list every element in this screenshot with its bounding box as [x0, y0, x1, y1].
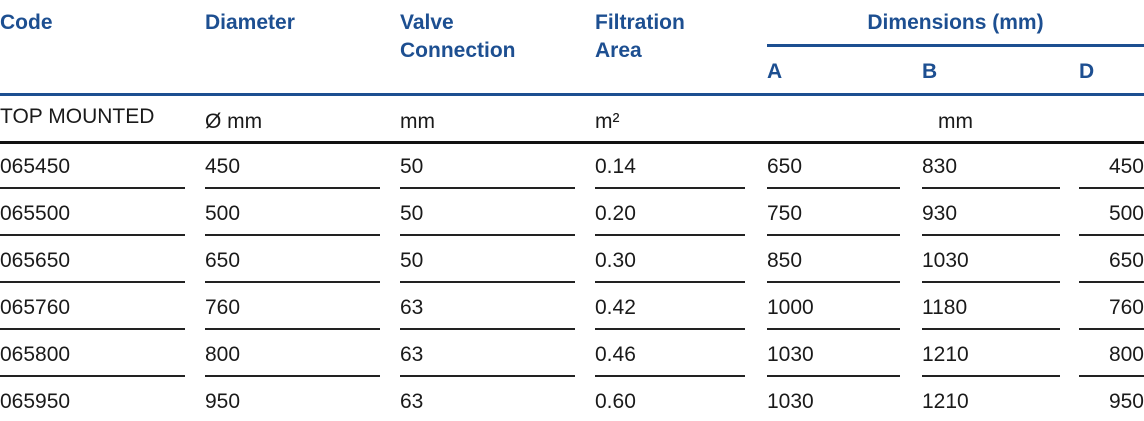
table-cell: 830 — [922, 155, 958, 178]
cell-rule — [767, 187, 900, 189]
cell-rule — [922, 234, 1060, 236]
table-cell: 1210 — [922, 390, 969, 413]
cell-rule — [922, 375, 1060, 377]
cell-rule — [0, 187, 185, 189]
table-cell: 450 — [1108, 155, 1144, 178]
cell-rule — [595, 328, 745, 330]
cell-rule — [595, 375, 745, 377]
table-cell: 750 — [767, 202, 803, 225]
table-cell: 63 — [400, 390, 424, 413]
unit-cell: Ø mm — [205, 110, 263, 133]
cell-rule — [595, 234, 745, 236]
dimensions-header: Dimensions (mm) — [867, 11, 1044, 34]
table-cell: 850 — [767, 249, 803, 272]
header-cell: Code — [0, 11, 53, 34]
table-cell: 930 — [922, 202, 958, 225]
cell-rule — [400, 234, 575, 236]
header-cell: B — [922, 60, 938, 83]
table-cell: 1000 — [767, 296, 814, 319]
table-cell: 650 — [1108, 249, 1144, 272]
table-cell: 950 — [1108, 390, 1144, 413]
cell-rule — [1079, 281, 1144, 283]
table-cell: 63 — [400, 296, 424, 319]
cell-rule — [400, 328, 575, 330]
table-cell: 0.20 — [595, 202, 636, 225]
table-cell: 650 — [767, 155, 803, 178]
cell-rule — [205, 187, 380, 189]
units-rule — [0, 141, 1144, 144]
table-cell: 0.60 — [595, 390, 636, 413]
table-cell: 800 — [1108, 343, 1144, 366]
cell-rule — [1079, 187, 1144, 189]
table-cell: 50 — [400, 202, 424, 225]
cell-rule — [0, 328, 185, 330]
cell-rule — [0, 281, 185, 283]
header-cell: Valve Connection — [400, 11, 516, 62]
table-cell: 0.46 — [595, 343, 636, 366]
table-cell: 065650 — [0, 249, 71, 272]
cell-rule — [205, 281, 380, 283]
table-cell: 0.42 — [595, 296, 636, 319]
unit-cell: TOP MOUNTED — [0, 105, 155, 128]
table-cell: 450 — [205, 155, 241, 178]
cell-rule — [1079, 328, 1144, 330]
cell-rule — [0, 375, 185, 377]
cell-rule — [595, 281, 745, 283]
cell-rule — [0, 234, 185, 236]
table-cell: 760 — [205, 296, 241, 319]
cell-rule — [767, 281, 900, 283]
table-cell: 065760 — [0, 296, 71, 319]
table-cell: 1210 — [922, 343, 969, 366]
header-rule — [0, 93, 1144, 96]
cell-rule — [922, 328, 1060, 330]
header-cell: Filtration Area — [595, 11, 685, 62]
table-cell: 500 — [205, 202, 241, 225]
table-cell: 1030 — [767, 343, 814, 366]
table-cell: 065950 — [0, 390, 71, 413]
table-cell: 500 — [1108, 202, 1144, 225]
table-cell: 950 — [205, 390, 241, 413]
table-cell: 0.30 — [595, 249, 636, 272]
table-cell: 63 — [400, 343, 424, 366]
header-cell: A — [767, 60, 783, 83]
cell-rule — [595, 187, 745, 189]
cell-rule — [922, 281, 1060, 283]
cell-rule — [922, 187, 1060, 189]
table-cell: 650 — [205, 249, 241, 272]
cell-rule — [400, 375, 575, 377]
header-cell: Diameter — [205, 11, 295, 34]
table-cell: 0.14 — [595, 155, 636, 178]
table-cell: 1180 — [922, 296, 968, 319]
cell-rule — [1079, 375, 1144, 377]
table-cell: 065450 — [0, 155, 71, 178]
cell-rule — [1079, 234, 1144, 236]
table-cell: 50 — [400, 249, 424, 272]
cell-rule — [400, 187, 575, 189]
table-cell: 800 — [205, 343, 241, 366]
table-cell: 50 — [400, 155, 424, 178]
cell-rule — [400, 281, 575, 283]
unit-cell: m² — [595, 110, 620, 133]
cell-rule — [767, 234, 900, 236]
table-cell: 760 — [1108, 296, 1144, 319]
unit-cell: mm — [400, 110, 435, 133]
table-cell: 065800 — [0, 343, 71, 366]
cell-rule — [205, 328, 380, 330]
dimensions-rule — [767, 44, 1144, 47]
table-cell: 1030 — [922, 249, 969, 272]
cell-rule — [205, 375, 380, 377]
cell-rule — [767, 375, 900, 377]
table-cell: 1030 — [767, 390, 814, 413]
cell-rule — [205, 234, 380, 236]
table-cell: 065500 — [0, 202, 71, 225]
unit-cell: mm — [938, 110, 973, 133]
header-cell: D — [1079, 60, 1095, 83]
cell-rule — [767, 328, 900, 330]
